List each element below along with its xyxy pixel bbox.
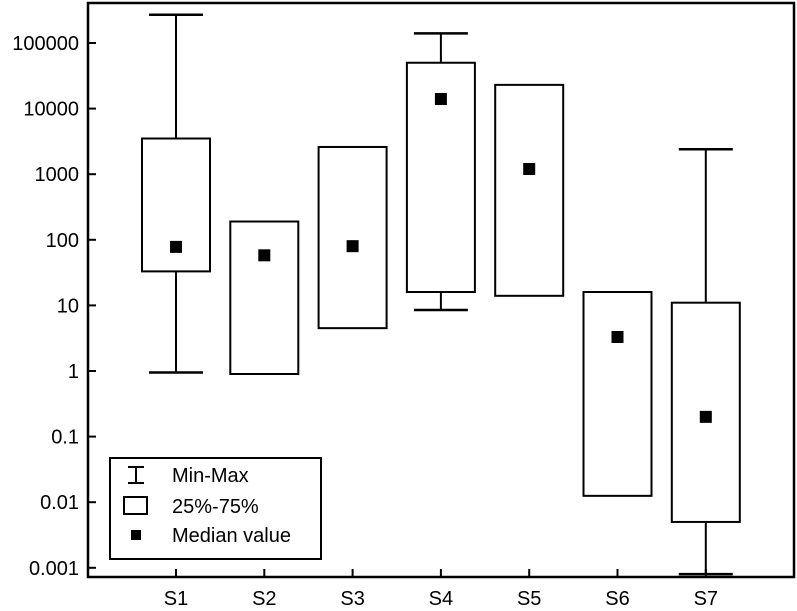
quartile-box	[582, 291, 653, 497]
box-s6	[582, 291, 653, 497]
median-marker	[434, 93, 447, 106]
legend-label-median: Median value	[172, 525, 291, 547]
quartile-box	[229, 220, 300, 376]
quartile-box	[494, 83, 565, 297]
box-s5	[494, 83, 565, 297]
box-s4	[405, 32, 476, 312]
legend-label-min-max: Min-Max	[172, 465, 249, 487]
box-s1	[141, 13, 211, 374]
legend-label-quartiles: 25%-75%	[172, 496, 259, 518]
median-marker	[611, 330, 624, 343]
y-tick-label: 100000	[12, 33, 79, 55]
y-axis: 100000 10000 1000 100 10 1 0.1 0.01 0.001	[12, 33, 96, 580]
x-axis: S1 S2 S3 S4 S5 S6 S7	[164, 569, 718, 610]
y-tick-label: 1	[68, 361, 79, 383]
x-tick-label: S7	[694, 588, 718, 610]
y-tick-label: 10	[57, 295, 79, 317]
box-series	[141, 13, 741, 576]
x-tick-label: S2	[252, 588, 276, 610]
x-tick-label: S3	[340, 588, 364, 610]
median-marker	[170, 240, 182, 253]
box-s3	[317, 145, 388, 330]
legend-box-symbol	[123, 496, 148, 515]
x-tick-label: S4	[429, 588, 453, 610]
quartile-box	[317, 145, 388, 330]
legend-median-symbol	[131, 530, 141, 540]
x-tick-label: S5	[517, 588, 541, 610]
median-marker	[258, 249, 271, 262]
box-s2	[229, 220, 300, 376]
x-tick-label: S6	[605, 588, 629, 610]
y-tick-label: 1000	[35, 164, 80, 186]
box-s7	[670, 148, 741, 576]
median-marker	[523, 163, 536, 176]
legend: Min-Max 25%-75% Median value	[109, 457, 322, 560]
y-tick-label: 0.01	[40, 492, 79, 514]
x-tick-label: S1	[164, 588, 188, 610]
y-tick-label: 0.001	[29, 558, 79, 580]
y-tick-label: 10000	[23, 99, 79, 121]
legend-whisker-symbol	[128, 466, 144, 484]
median-marker	[346, 240, 359, 253]
median-marker	[699, 410, 712, 423]
y-tick-label: 0.1	[51, 427, 79, 449]
y-tick-label: 100	[46, 230, 79, 252]
